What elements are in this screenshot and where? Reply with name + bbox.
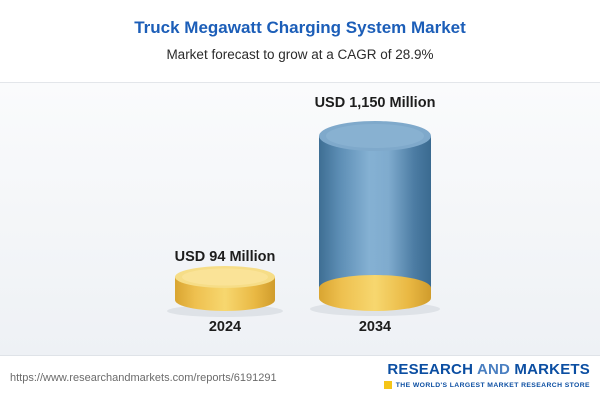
cylinder-2034-icon (319, 121, 431, 311)
logo-tagline-text: THE WORLD'S LARGEST MARKET RESEARCH STOR… (395, 381, 590, 389)
chart-header: Truck Megawatt Charging System Market Ma… (0, 0, 600, 82)
logo-wordmark: RESEARCH AND MARKETS (384, 361, 590, 378)
category-label-2034: 2034 (358, 319, 392, 335)
research-and-markets-logo: RESEARCH AND MARKETS THE WORLD'S LARGEST… (383, 361, 590, 389)
value-label-2024: USD 94 Million (174, 249, 276, 265)
logo-word-markets: MARKETS (514, 361, 590, 378)
report-url: https://www.researchandmarkets.com/repor… (10, 372, 277, 384)
logo-yellow-square-icon (383, 381, 392, 389)
cylinder-2024-icon (175, 266, 275, 311)
logo-word-and: AND (476, 361, 511, 378)
bar-cylinder-2024 (175, 266, 275, 317)
logo-tagline: THE WORLD'S LARGEST MARKET RESEARCH STOR… (383, 381, 590, 389)
category-label-2024: 2024 (208, 319, 242, 335)
footer-bar: https://www.researchandmarkets.com/repor… (0, 356, 600, 400)
bar-cylinder-2034 (319, 121, 431, 316)
logo-word-research: RESEARCH (387, 361, 474, 378)
chart-title: Truck Megawatt Charging System Market (134, 18, 466, 37)
value-label-2034: USD 1,150 Million (314, 95, 436, 111)
chart-area: USD 1,150 Million USD 94 Million (0, 82, 600, 356)
chart-subtitle: Market forecast to grow at a CAGR of 28.… (166, 47, 434, 62)
